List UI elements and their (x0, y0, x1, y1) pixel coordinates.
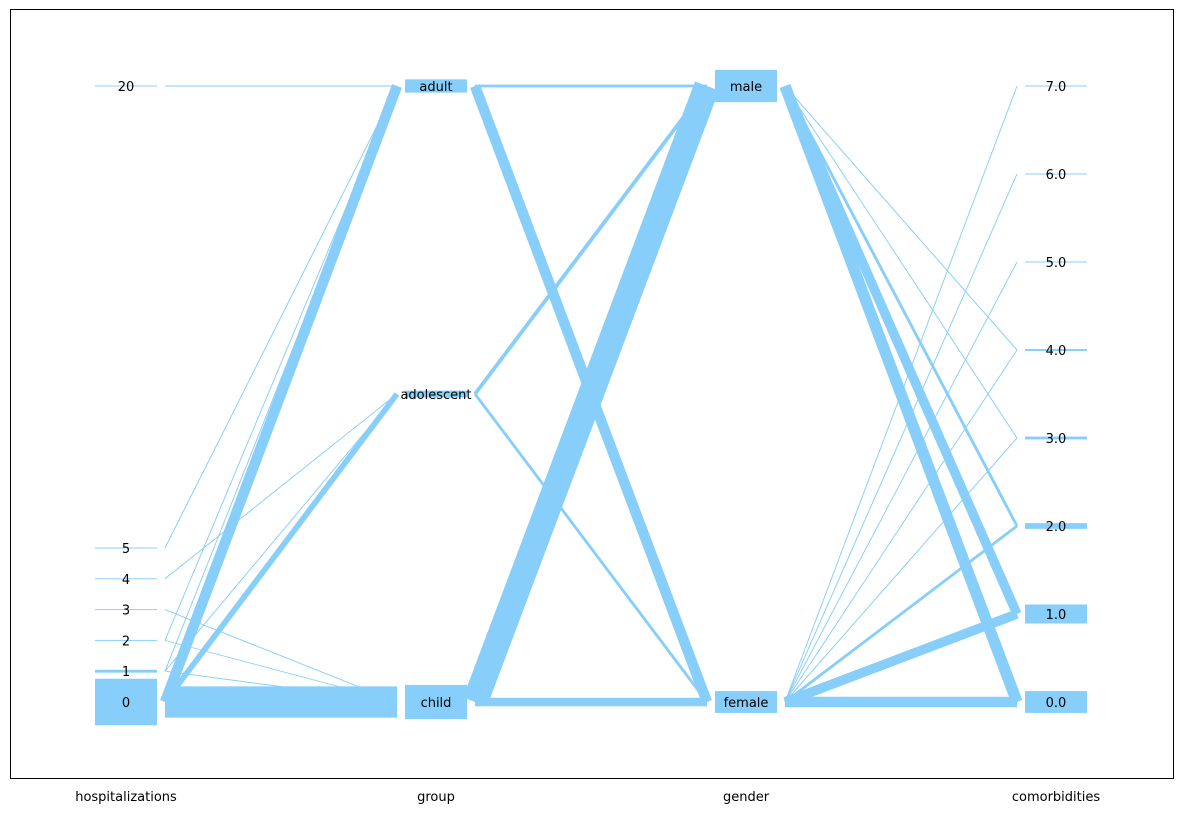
category-label-comorbidities-4.0: 4.0 (1046, 344, 1067, 359)
category-label-comorbidities-1.0: 1.0 (1046, 608, 1067, 623)
category-label-hospitalizations-5: 5 (122, 542, 130, 557)
flow-gender-male-to-comorbidities-2.0 (783, 85, 1019, 527)
flow-gender-female-to-comorbidities-1.0 (783, 609, 1019, 707)
node-comorbidities-4.0 (1025, 349, 1087, 351)
flow-gender-female-to-comorbidities-4.0 (784, 349, 1018, 703)
category-label-hospitalizations-20: 20 (118, 80, 135, 95)
node-hospitalizations-4 (95, 578, 157, 580)
category-label-hospitalizations-3: 3 (122, 604, 130, 619)
category-label-comorbidities-0.0: 0.0 (1046, 696, 1067, 711)
flow-gender-female-to-comorbidities-7.0 (784, 85, 1018, 703)
category-label-comorbidities-2.0: 2.0 (1046, 520, 1067, 535)
node-hospitalizations-20 (95, 85, 157, 87)
node-group-adult (405, 79, 467, 93)
category-label-hospitalizations-2: 2 (122, 634, 130, 649)
category-label-hospitalizations-1: 1 (122, 665, 130, 680)
category-label-gender-female: female (724, 696, 769, 711)
flow-gender-female-to-comorbidities-6.0 (784, 173, 1018, 703)
flow-gender-female-to-comorbidities-3.0 (784, 437, 1018, 703)
node-layer: 20 5 4 3 2 1 0 adult adolescent child male female 7.… (95, 69, 1087, 726)
flow-gender-female-to-comorbidities-5.0 (784, 261, 1018, 703)
category-label-gender-male: male (730, 80, 762, 95)
flow-gender-male-to-comorbidities-3.0 (784, 85, 1018, 439)
node-hospitalizations-0 (95, 678, 157, 726)
node-comorbidities-1.0 (1025, 604, 1087, 624)
node-group-child (405, 684, 467, 720)
plot-frame (10, 9, 1174, 779)
category-label-comorbidities-7.0: 7.0 (1046, 80, 1067, 95)
category-label-hospitalizations-0: 0 (122, 696, 130, 711)
category-label-group-adolescent: adolescent (400, 388, 471, 403)
axis-label-gender: gender (723, 790, 770, 805)
node-comorbidities-6.0 (1025, 173, 1087, 175)
category-label-comorbidities-6.0: 6.0 (1046, 168, 1067, 183)
node-hospitalizations-2 (95, 639, 157, 641)
node-comorbidities-5.0 (1025, 261, 1087, 263)
flow-layer (160, 81, 1023, 718)
flow-hospitalizations-1-to-group-adolescent (164, 393, 398, 672)
flow-hospitalizations-0-to-group-adolescent (162, 392, 400, 704)
category-label-comorbidities-5.0: 5.0 (1046, 256, 1067, 271)
node-hospitalizations-1 (95, 669, 157, 673)
flow-hospitalizations-0-to-group-adult (160, 84, 402, 704)
flow-group-adolescent-to-gender-female (473, 393, 709, 703)
node-gender-female (715, 691, 777, 713)
axis-label-hospitalizations: hospitalizations (75, 790, 177, 805)
flow-group-adolescent-to-gender-male (473, 84, 709, 396)
axis-label-group: group (417, 790, 455, 805)
node-hospitalizations-5 (95, 547, 157, 549)
category-label-hospitalizations-4: 4 (122, 573, 130, 588)
category-label-group-child: child (421, 696, 452, 711)
axis-label-comorbidities: comorbidities (1012, 790, 1100, 805)
node-group-adolescent (405, 390, 467, 398)
axis-label-layer: hospitalizations group gender comorbidities (75, 790, 1100, 805)
category-label-comorbidities-3.0: 3.0 (1046, 432, 1067, 447)
flow-gender-male-to-comorbidities-4.0 (784, 85, 1018, 351)
node-comorbidities-2.0 (1025, 523, 1087, 529)
node-hospitalizations-3 (95, 609, 157, 611)
node-gender-male (715, 69, 777, 103)
category-label-group-adult: adult (419, 80, 452, 95)
node-comorbidities-7.0 (1025, 85, 1087, 87)
flow-group-child-to-gender-male (462, 81, 720, 707)
flow-hospitalizations-5-to-group-adult (164, 85, 398, 549)
flow-gender-female-to-comorbidities-2.0 (784, 524, 1018, 704)
node-comorbidities-3.0 (1025, 436, 1087, 440)
node-comorbidities-0.0 (1025, 691, 1087, 713)
